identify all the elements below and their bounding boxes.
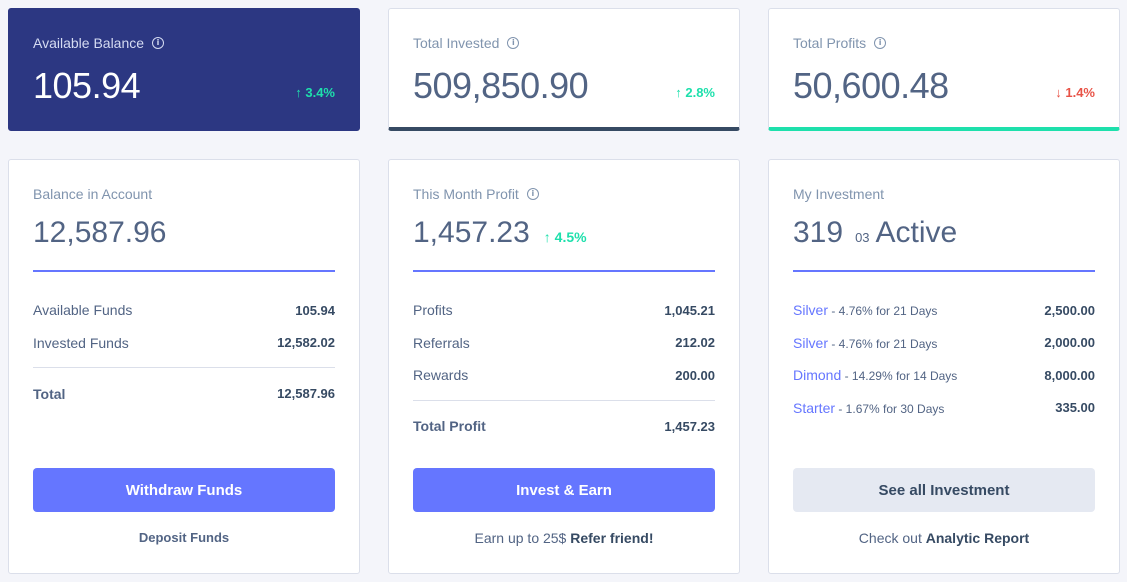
info-icon[interactable]: i — [526, 188, 539, 200]
available-balance-value: 105.94 — [33, 65, 141, 106]
total-profits-change: ↓ 1.4% — [1055, 85, 1095, 100]
total-profits-label: Total Profits — [793, 35, 867, 51]
info-icon[interactable]: i — [874, 37, 887, 49]
analytic-note: Check out Analytic Report — [858, 530, 1030, 546]
available-balance-change: ↑ 3.4% — [295, 85, 335, 100]
list-item: Available Funds 105.94 — [33, 302, 335, 319]
my-investment-card: My Investment 319 03 Active Silver - 4.76%… — [768, 159, 1120, 574]
deposit-funds-link[interactable]: Deposit Funds — [138, 530, 230, 545]
info-icon[interactable]: i — [507, 37, 520, 49]
balance-rows: Available Funds 105.94 Invested Funds 12… — [33, 294, 335, 411]
list-item: Rewards 200.00 — [413, 367, 715, 384]
profit-rows: Profits 1,045.21 Referrals 212.02 Reward… — [413, 294, 715, 444]
info-icon[interactable]: i — [152, 37, 165, 49]
total-invested-change: ↑ 2.8% — [675, 85, 715, 100]
month-profit-change: ↑ 4.5% — [543, 229, 587, 245]
withdraw-funds-button[interactable]: Withdraw Funds — [33, 468, 335, 512]
available-balance-label: Available Balance — [33, 35, 145, 51]
balance-in-account-label: Balance in Account — [33, 186, 153, 202]
balance-in-account-card: Balance in Account 12,587.96 Available F… — [8, 159, 360, 574]
plan-link[interactable]: Silver — [793, 302, 829, 319]
plan-link[interactable]: Starter — [793, 399, 836, 416]
divider — [413, 270, 715, 272]
total-row: Total 12,587.96 — [33, 367, 335, 411]
list-item: Profits 1,045.21 — [413, 302, 715, 319]
my-investment-value: 319 — [793, 216, 844, 249]
list-item: Silver - 4.76% for 21 Days 2,000.00 — [793, 334, 1095, 351]
total-profits-card: Total Profits i 50,600.48 ↓ 1.4% — [768, 8, 1120, 131]
month-profit-card: This Month Profit i 1,457.23 ↑ 4.5% Profi… — [388, 159, 740, 574]
list-item: Invested Funds 12,582.02 — [33, 334, 335, 351]
invest-earn-button[interactable]: Invest & Earn — [413, 468, 715, 512]
active-count: 03 — [855, 230, 870, 245]
list-item: Referrals 212.02 — [413, 334, 715, 351]
plan-link[interactable]: Silver — [793, 334, 829, 351]
plan-link[interactable]: Dimond — [793, 367, 842, 384]
month-profit-value: 1,457.23 — [413, 216, 530, 249]
list-item: Silver - 4.76% for 21 Days 2,500.00 — [793, 302, 1095, 319]
available-balance-card: Available Balance i 105.94 ↑ 3.4% — [8, 8, 360, 131]
referral-note: Earn up to 25$ Refer friend! — [474, 530, 654, 546]
refer-friend-link[interactable]: Refer friend! — [570, 530, 654, 546]
total-invested-value: 509,850.90 — [413, 65, 589, 106]
total-invested-card: Total Invested i 509,850.90 ↑ 2.8% — [388, 8, 740, 131]
see-all-investment-button[interactable]: See all Investment — [793, 468, 1095, 512]
investment-rows: Silver - 4.76% for 21 Days 2,500.00 Silv… — [793, 294, 1095, 424]
month-profit-label: This Month Profit — [413, 186, 519, 202]
list-item: Starter - 1.67% for 30 Days 335.00 — [793, 399, 1095, 416]
total-row: Total Profit 1,457.23 — [413, 399, 715, 444]
total-profits-value: 50,600.48 — [793, 65, 949, 106]
divider — [33, 270, 335, 272]
my-investment-label: My Investment — [793, 186, 885, 202]
balance-in-account-value: 12,587.96 — [33, 216, 167, 249]
total-invested-label: Total Invested — [413, 35, 500, 51]
analytic-report-link[interactable]: Analytic Report — [925, 530, 1030, 546]
list-item: Dimond - 14.29% for 14 Days 8,000.00 — [793, 367, 1095, 384]
active-label: Active — [875, 216, 958, 249]
divider — [793, 270, 1095, 272]
